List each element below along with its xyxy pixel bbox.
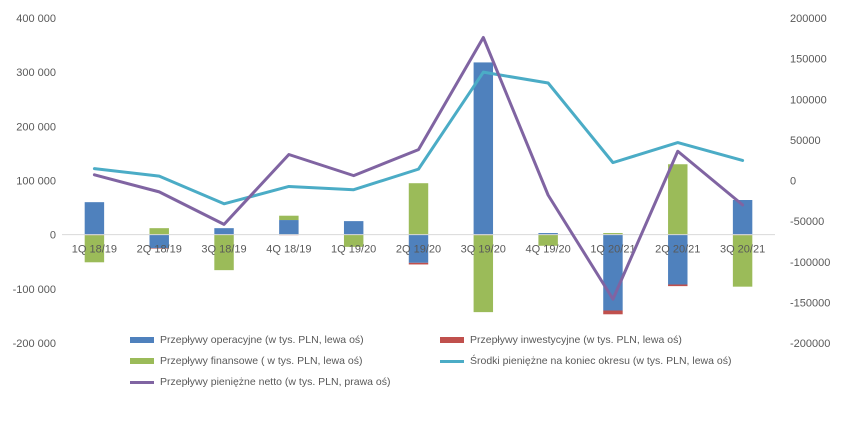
category-label: 3Q 18/19 xyxy=(201,244,246,256)
legend-swatch xyxy=(440,337,464,343)
legend-item: Przepływy pieniężne netto (w tys. PLN, p… xyxy=(130,376,391,388)
bar xyxy=(732,200,753,235)
left-axis-tick-label: 100 000 xyxy=(16,176,56,188)
category-label: 1Q 19/20 xyxy=(331,244,376,256)
bar xyxy=(149,234,169,249)
bar xyxy=(408,183,429,235)
category-label: 3Q 20/21 xyxy=(720,244,765,256)
legend-item: Przepływy finansowe ( w tys. PLN, lewa o… xyxy=(130,355,362,367)
bar xyxy=(668,234,688,285)
category-label: 1Q 18/19 xyxy=(72,244,117,256)
legend-swatch xyxy=(130,380,154,384)
left-axis-tick-label: 300 000 xyxy=(16,67,56,79)
category-label: 2Q 18/19 xyxy=(137,244,182,256)
legend-swatch xyxy=(130,337,154,343)
legend-item: Środki pieniężne na koniec okresu (w tys… xyxy=(440,355,731,367)
bar xyxy=(732,235,753,287)
right-axis-tick-label: 0 xyxy=(790,176,796,188)
bar xyxy=(149,228,169,235)
right-axis-tick-label: -200000 xyxy=(790,338,830,350)
bar xyxy=(149,248,169,249)
left-axis-tick-label: -100 000 xyxy=(13,284,56,296)
right-axis-tick-label: -50000 xyxy=(790,216,824,228)
right-axis-tick-label: 50000 xyxy=(790,135,821,147)
category-label: 3Q 19/20 xyxy=(461,244,506,256)
net-cash-flow-line xyxy=(92,36,745,301)
bar xyxy=(473,235,494,313)
left-axis-tick-label: 200 000 xyxy=(16,121,56,133)
bar xyxy=(538,234,558,246)
right-axis-tick-label: -150000 xyxy=(790,297,830,309)
legend-item: Przepływy operacyjne (w tys. PLN, lewa o… xyxy=(130,334,364,346)
bar xyxy=(214,234,234,271)
right-axis-tick-label: 150000 xyxy=(790,54,827,66)
legend-item: Przepływy inwestycyjne (w tys. PLN, lewa… xyxy=(440,334,682,346)
category-label: 4Q 18/19 xyxy=(266,244,311,256)
right-axis-tick-label: 100000 xyxy=(790,94,827,106)
bar xyxy=(343,234,364,247)
legend-swatch xyxy=(130,358,154,364)
legend-label: Przepływy operacyjne (w tys. PLN, lewa o… xyxy=(160,334,364,346)
bar xyxy=(538,233,558,235)
bar xyxy=(279,215,299,221)
category-label: 1Q 20/21 xyxy=(590,244,635,256)
right-axis-tick-label: -100000 xyxy=(790,257,830,269)
bar xyxy=(473,62,494,235)
legend-label: Przepływy pieniężne netto (w tys. PLN, p… xyxy=(160,376,391,388)
bar xyxy=(84,235,105,263)
bar xyxy=(603,310,623,315)
legend-swatch xyxy=(440,359,464,363)
category-label: 2Q 19/20 xyxy=(396,244,441,256)
bar xyxy=(668,164,688,235)
bar xyxy=(668,284,688,287)
category-label: 4Q 19/20 xyxy=(526,244,571,256)
bar xyxy=(603,233,623,235)
legend-label: Przepływy finansowe ( w tys. PLN, lewa o… xyxy=(160,355,363,367)
legend-label: Środki pieniężne na koniec okresu (w tys… xyxy=(470,355,732,367)
right-axis-tick-label: 200000 xyxy=(790,13,827,25)
cash-end-of-period-line xyxy=(92,70,745,206)
category-label: 2Q 20/21 xyxy=(655,244,700,256)
bar xyxy=(214,228,234,235)
left-axis-tick-label: 400 000 xyxy=(16,13,56,25)
bar xyxy=(408,262,429,265)
left-axis-tick-label: -200 000 xyxy=(13,338,56,350)
bar xyxy=(408,234,429,263)
bar xyxy=(343,221,364,235)
bar xyxy=(279,220,299,235)
left-axis-tick-label: 0 xyxy=(50,230,56,242)
bar xyxy=(84,202,105,235)
legend-label: Przepływy inwestycyjne (w tys. PLN, lewa… xyxy=(470,334,682,346)
